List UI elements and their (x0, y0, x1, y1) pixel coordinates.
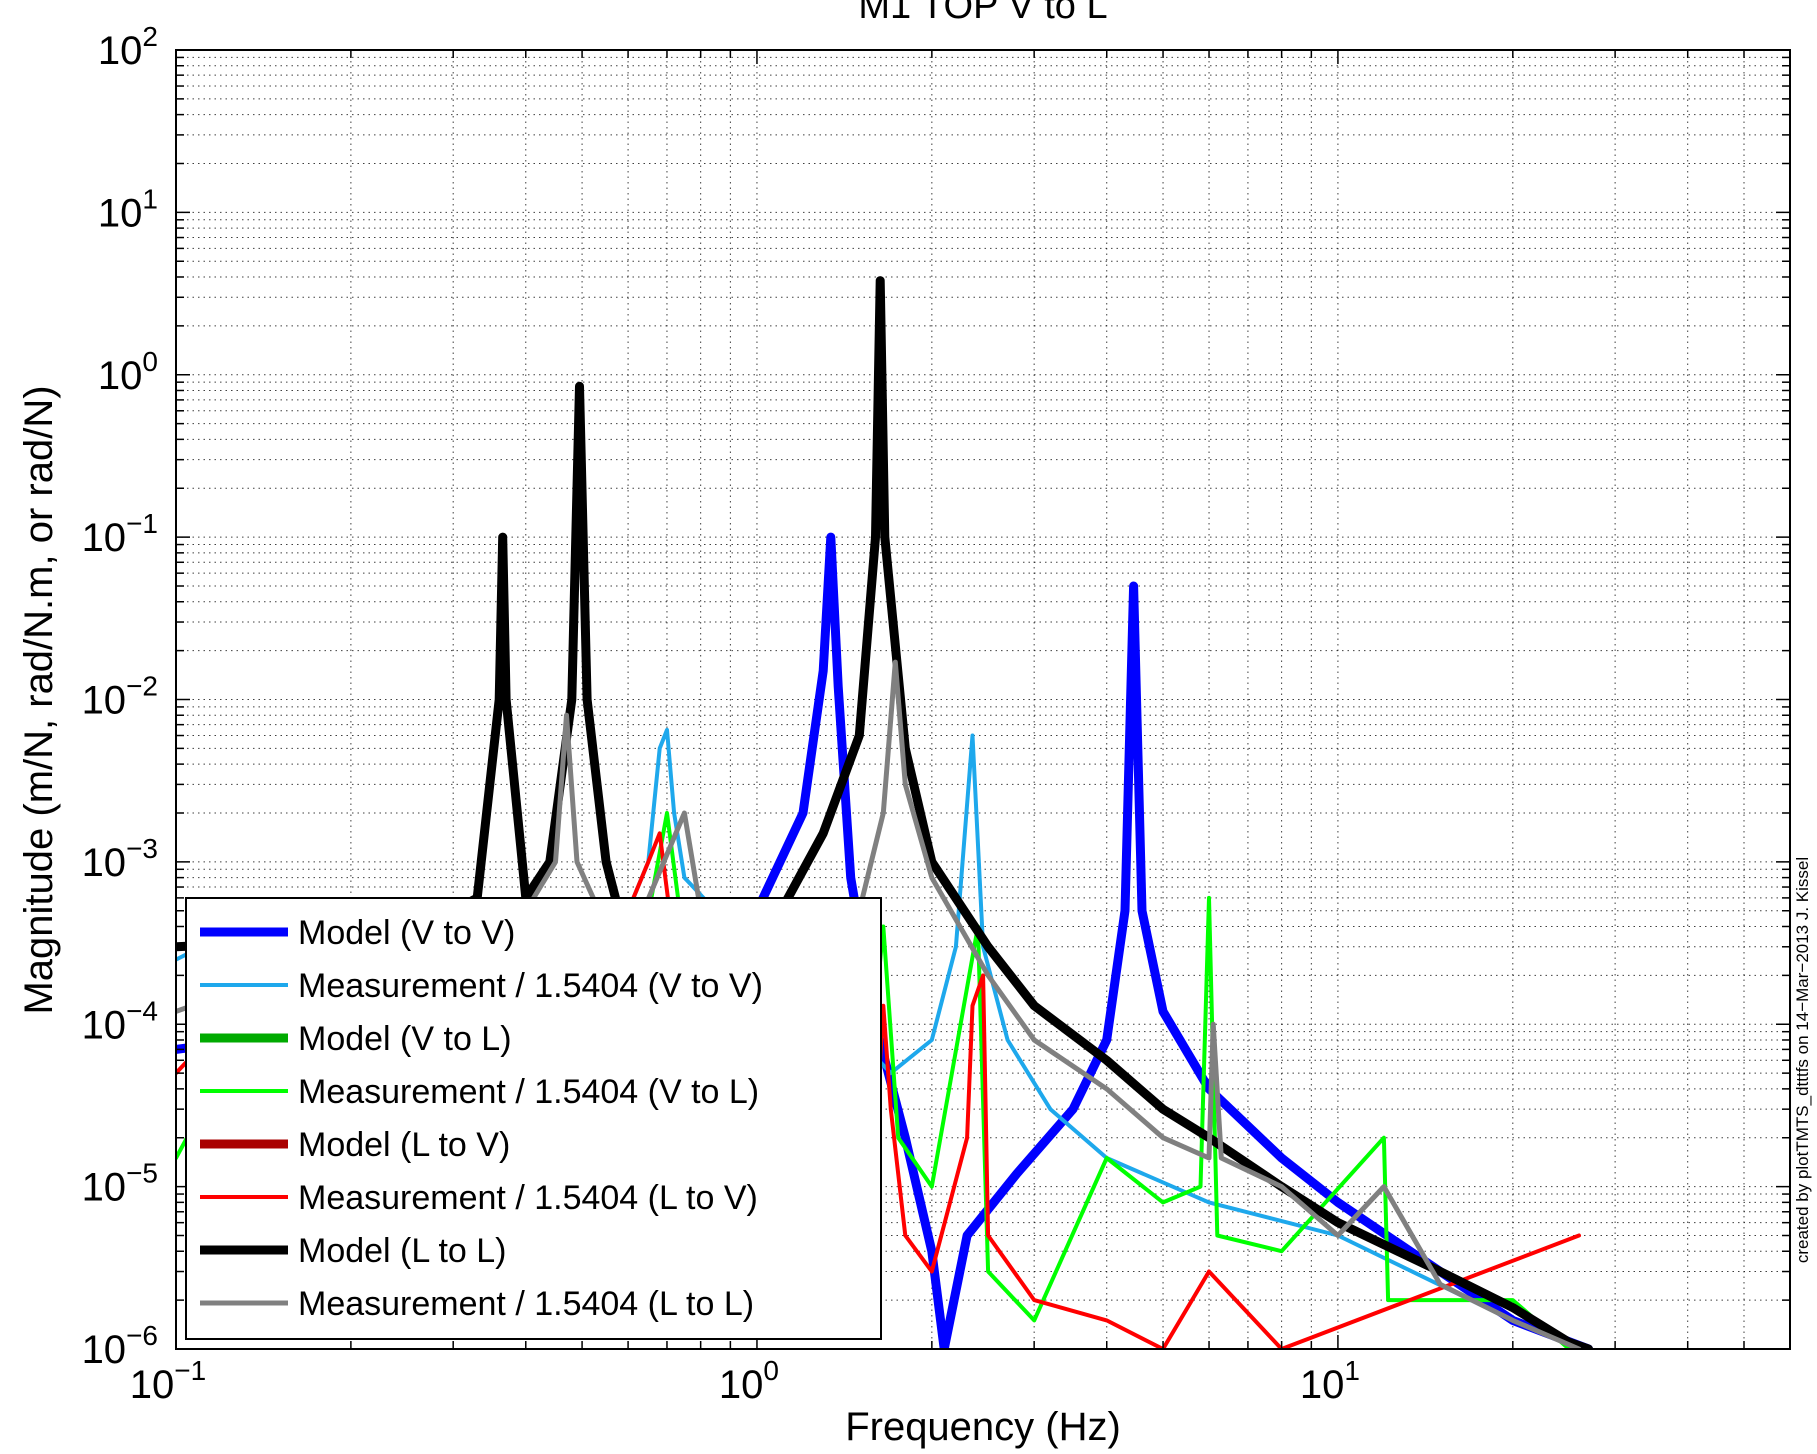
series-line (176, 276, 1593, 1349)
legend-label: Measurement / 1.5404 (L to V) (298, 1179, 758, 1217)
tick-base: 10 (82, 516, 127, 560)
tick-base: 10 (719, 1363, 764, 1407)
tick-exponent: −1 (126, 508, 158, 539)
y-tick-label: 10−2 (82, 671, 158, 723)
tick-exponent: −4 (126, 995, 158, 1026)
legend-items: Model (V to V) Measurement / 1.5404 (V to… (200, 914, 763, 1323)
y-tick-label: 10−6 (82, 1320, 158, 1372)
tick-exponent: −6 (126, 1320, 158, 1351)
tick-base: 10 (82, 1328, 127, 1372)
series-line (176, 659, 1582, 1349)
legend-label: Model (V to V) (298, 914, 515, 952)
tick-exponent: 1 (1344, 1355, 1360, 1386)
tick-base: 10 (130, 1363, 175, 1407)
y-tick-label: 10−3 (82, 833, 158, 885)
tick-exponent: 2 (142, 21, 158, 52)
tick-base: 10 (98, 29, 143, 73)
y-tick-label: 100 (98, 346, 158, 398)
x-tick-label: 101 (1300, 1355, 1360, 1407)
legend: Model (V to V) Measurement / 1.5404 (V to… (185, 897, 882, 1340)
chart-title: M1 TOP V to L (858, 0, 1107, 27)
x-tick-labels: 10−1 100 101 (130, 1355, 1360, 1407)
tick-base: 10 (98, 354, 143, 398)
creator-annotation: created by plotTMTS_dtttfs on 14−Mar−201… (1793, 857, 1812, 1263)
legend-box (185, 897, 882, 1340)
y-tick-label: 10−5 (82, 1158, 158, 1210)
y-tick-label: 102 (98, 21, 158, 73)
tick-exponent: −3 (126, 833, 158, 864)
legend-label: Model (V to L) (298, 1020, 512, 1058)
tick-exponent: −1 (174, 1355, 206, 1386)
y-axis-label: Magnitude (m/N, rad/N.m, or rad/N) (17, 385, 61, 1014)
legend-label: Measurement / 1.5404 (V to V) (298, 967, 763, 1005)
y-tick-label: 10−4 (82, 995, 158, 1047)
series-line (176, 532, 1593, 1349)
tick-exponent: −5 (126, 1158, 158, 1189)
y-tick-label: 101 (98, 183, 158, 235)
x-tick-label: 10−1 (130, 1355, 206, 1407)
legend-label: Measurement / 1.5404 (V to L) (298, 1073, 759, 1111)
tick-base: 10 (82, 679, 127, 723)
tick-base: 10 (82, 1166, 127, 1210)
tick-marks (175, 49, 1791, 1350)
legend-label: Measurement / 1.5404 (L to L) (298, 1285, 754, 1323)
x-axis-label: Frequency (Hz) (845, 1405, 1121, 1449)
legend-label: Model (L to L) (298, 1232, 507, 1270)
x-tick-label: 100 (719, 1355, 779, 1407)
grid (176, 50, 1790, 1349)
legend-label: Model (L to V) (298, 1126, 510, 1164)
tick-exponent: 1 (142, 183, 158, 214)
tick-base: 10 (98, 191, 143, 235)
y-tick-label: 10−1 (82, 508, 158, 560)
tick-exponent: −2 (126, 671, 158, 702)
tick-base: 10 (82, 841, 127, 885)
tick-exponent: 0 (142, 346, 158, 377)
tick-base: 10 (1300, 1363, 1345, 1407)
tick-exponent: 0 (763, 1355, 779, 1386)
tick-base: 10 (82, 1003, 127, 1047)
